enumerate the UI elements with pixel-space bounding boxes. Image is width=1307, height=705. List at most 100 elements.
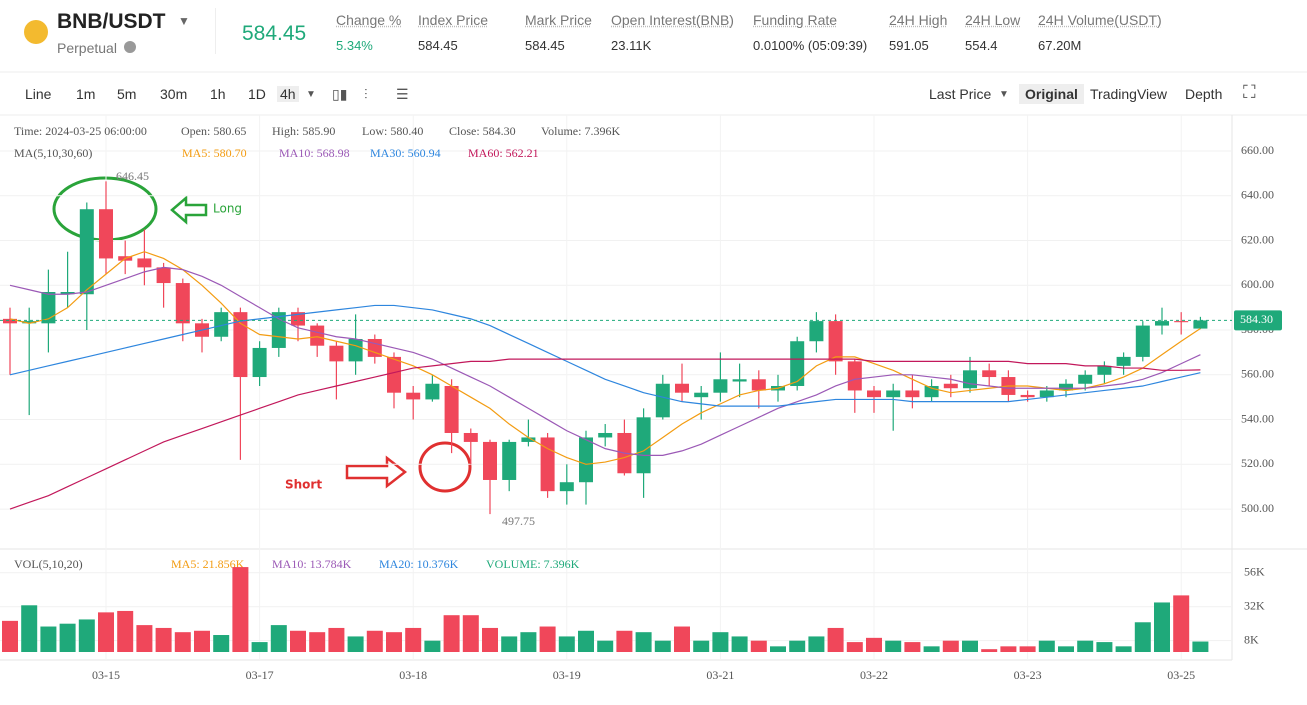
stat-label: 24H Low <box>965 12 1021 28</box>
y-tick-label: 660.00 <box>1241 143 1274 157</box>
tool-icon[interactable]: ▯▮ <box>332 86 348 102</box>
candle-body <box>867 390 881 398</box>
volume-bar <box>846 642 863 652</box>
ohlc-info: Time: 2024-03-25 06:00:00 <box>14 124 147 138</box>
volume-bar <box>405 627 422 652</box>
contract: Perpetual <box>57 40 117 56</box>
stat-value: 554.4 <box>965 38 998 53</box>
y-tick-label: 640.00 <box>1241 188 1274 202</box>
legend-entry: MA30: 560.94 <box>370 146 441 160</box>
volume-bar <box>539 626 556 652</box>
legend-entry: MA20: 10.376K <box>379 557 459 571</box>
ohlc-info: High: 585.90 <box>272 124 335 138</box>
fullscreen-icon[interactable]: ⛶ <box>1243 82 1256 102</box>
volume-bar <box>750 640 767 652</box>
candle-body <box>1116 356 1131 366</box>
candle-body <box>1174 321 1189 323</box>
candle-body <box>387 356 401 393</box>
legend-entry: MA5: 21.856K <box>171 557 245 571</box>
volume-bar <box>1115 646 1132 652</box>
legend-entry: MA10: 13.784K <box>272 557 352 571</box>
volume-bar <box>731 636 748 652</box>
interval-button[interactable]: 30m <box>160 86 188 102</box>
interval-button[interactable]: 1h <box>210 86 226 102</box>
volume-bar <box>443 615 460 652</box>
volume-bar <box>347 636 364 652</box>
candle-body <box>367 338 382 357</box>
view-button[interactable]: Original <box>1019 84 1084 104</box>
candle-body <box>713 379 728 393</box>
y-tick-label: 8K <box>1244 632 1259 646</box>
candle-body <box>444 385 459 433</box>
tool-icon[interactable]: ☰ <box>396 86 409 102</box>
y-tick-label: 600.00 <box>1241 277 1274 291</box>
interval-button[interactable]: Line <box>25 86 52 102</box>
candle-body <box>521 437 536 442</box>
volume-bar <box>597 640 614 652</box>
candle-body <box>310 325 325 346</box>
dropdown-icon[interactable]: ▼ <box>999 89 1009 100</box>
volume-bar <box>155 627 172 652</box>
volume-bar <box>654 640 671 652</box>
dropdown-icon[interactable]: ▼ <box>306 89 316 100</box>
interval-button[interactable]: 4h <box>277 86 299 102</box>
candle-body <box>291 312 305 326</box>
volume-bar <box>1096 642 1113 652</box>
legend-entry: MA10: 568.98 <box>279 146 350 160</box>
stat-label: Open Interest(BNB) <box>611 12 734 28</box>
stat-label: Funding Rate <box>753 12 838 28</box>
candle-body <box>655 383 670 418</box>
volume-bar <box>635 632 652 652</box>
volume-bar <box>424 640 441 652</box>
symbol[interactable]: BNB/USDT <box>57 10 166 33</box>
candle-body <box>329 345 344 362</box>
coin-logo <box>24 20 48 44</box>
candle-body <box>252 347 267 378</box>
candle-body <box>559 482 574 492</box>
dropdown-icon[interactable]: ▼ <box>178 14 190 28</box>
info-icon[interactable] <box>124 41 136 53</box>
volume-bar <box>770 646 786 652</box>
volume-bar <box>213 635 230 652</box>
volume-bar <box>942 640 959 652</box>
ohlc-info: Open: 580.65 <box>181 124 246 138</box>
candle-body <box>886 390 901 398</box>
view-button[interactable]: TradingView <box>1090 86 1168 102</box>
candle-body <box>809 321 824 342</box>
volume-bar <box>386 632 402 652</box>
candle-body <box>1193 320 1208 329</box>
stat-label: Index Price <box>418 12 489 28</box>
last-price: 584.45 <box>242 22 307 45</box>
volume-bar <box>674 626 690 652</box>
candle-body <box>675 383 689 393</box>
candle-body <box>982 370 997 378</box>
volume-bar <box>194 630 210 652</box>
interval-button[interactable]: 1m <box>76 86 96 102</box>
y-tick-label: 520.00 <box>1241 456 1274 470</box>
y-tick-label: 32K <box>1244 598 1265 612</box>
volume-bar <box>251 642 268 652</box>
ma-title: MA(5,10,30,60) <box>14 146 92 160</box>
volume-bar <box>1173 595 1190 652</box>
candle-body <box>99 209 113 259</box>
candle-body <box>924 385 939 398</box>
volume-bar <box>462 615 479 652</box>
candle-body <box>41 292 56 324</box>
volume-title: VOL(5,10,20) <box>14 557 83 571</box>
interval-button[interactable]: 5m <box>117 86 137 102</box>
stat-value: 584.45 <box>525 38 565 53</box>
interval-button[interactable]: 1D <box>248 86 266 102</box>
price-mode[interactable]: Last Price <box>929 86 992 102</box>
last-price-tag <box>1234 310 1282 331</box>
candle-body <box>406 392 421 400</box>
stat-value: 0.0100% (05:09:39) <box>753 38 868 53</box>
ohlc-info: Close: 584.30 <box>449 124 516 138</box>
volume-bar <box>827 627 844 652</box>
view-button[interactable]: Depth <box>1185 86 1223 102</box>
ma-line <box>9 266 1201 456</box>
volume-bar <box>270 625 287 652</box>
candle-body <box>828 321 843 362</box>
tool-icon[interactable]: ⫶ <box>364 86 368 102</box>
candle-body <box>1135 325 1150 357</box>
